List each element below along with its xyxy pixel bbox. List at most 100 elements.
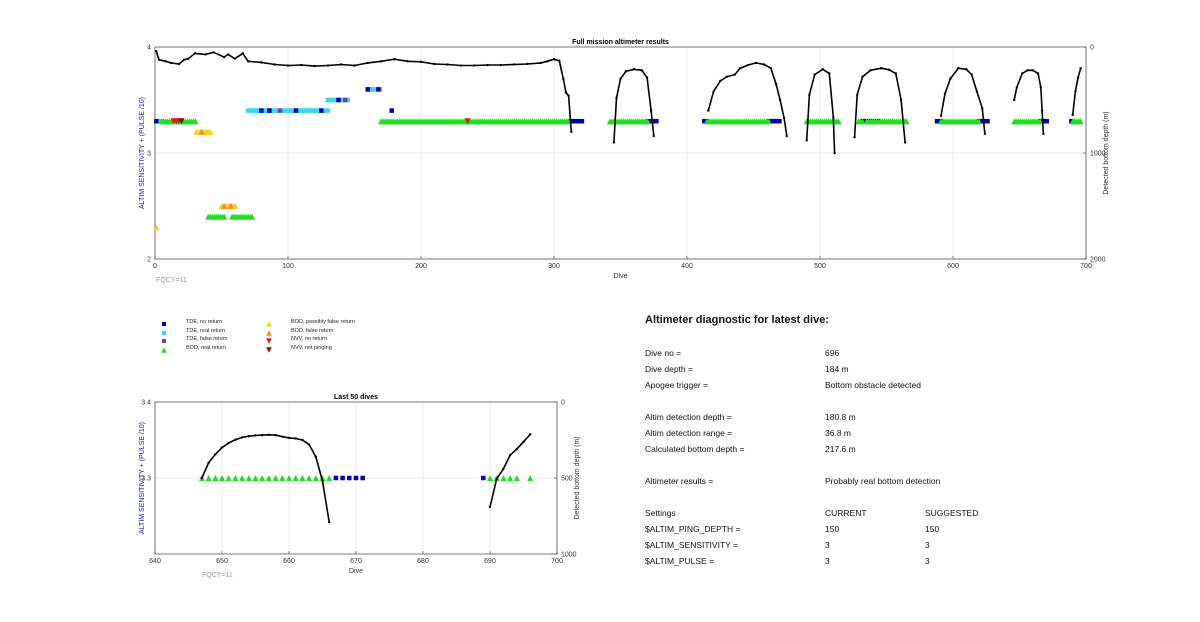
- legend-swatch: [266, 346, 272, 353]
- main-depth-point: [813, 73, 816, 76]
- last-marker-tde: [347, 475, 352, 481]
- legend-label: TDE, false return: [186, 336, 228, 342]
- main-depth-point: [808, 93, 811, 96]
- main-marker: [232, 203, 239, 209]
- main-depth-point: [887, 68, 891, 71]
- legend-label: NVV, not pinging: [291, 344, 332, 351]
- last-depth-point: [287, 436, 291, 440]
- main-depth-point: [169, 61, 173, 65]
- main-xtick-label: 0: [153, 263, 157, 270]
- legend-swatch-group: [266, 329, 272, 336]
- main-note: FQCY=11: [156, 277, 187, 284]
- diag-value-results: Probably real bottom detection: [825, 476, 941, 486]
- legend-swatch-group: [266, 346, 272, 353]
- last-xtick-label: 660: [283, 558, 295, 565]
- last-y2tick-label: 500: [561, 476, 573, 483]
- last-ylabel: ALTIM SENSITIVITY + (PULSE /10): [139, 422, 146, 534]
- last-marker-bod: [500, 475, 507, 481]
- main-depth-point: [733, 73, 737, 76]
- last-depth-point: [234, 438, 237, 441]
- main-depth-point: [300, 63, 303, 67]
- main-depth-point: [746, 63, 750, 67]
- diag-value-apogee-trigger: Bottom obstacle detected: [825, 380, 921, 390]
- main-depth-point: [1039, 86, 1042, 89]
- last-depth-point: [200, 476, 204, 480]
- main-marker: [207, 128, 214, 135]
- main-marker: [859, 118, 866, 125]
- main-depth-point: [981, 107, 984, 110]
- main-marker: [464, 118, 471, 125]
- main-depth-point: [645, 76, 649, 79]
- main-depth-point: [894, 72, 898, 75]
- main-depth-point: [187, 57, 190, 60]
- main-depth-point: [762, 63, 766, 66]
- main-xtick-label: 400: [681, 263, 693, 270]
- main-depth-point: [558, 59, 561, 62]
- legend-swatch-group: [162, 322, 166, 326]
- main-marker: [765, 118, 772, 125]
- last-marker-bod: [272, 475, 279, 481]
- last-ytick-label: 3.3: [141, 476, 151, 483]
- main-depth-point: [212, 51, 215, 54]
- main-depth-point: [821, 68, 824, 71]
- main-depth-point: [379, 60, 383, 63]
- main-marker: [777, 118, 782, 124]
- main-depth-point: [649, 109, 653, 112]
- main-marker: [192, 118, 199, 125]
- main-depth-point: [446, 63, 449, 66]
- main-depth-point: [233, 57, 236, 60]
- main-depth-point: [652, 134, 655, 138]
- main-depth-point: [564, 91, 568, 94]
- main-depth-point: [856, 93, 859, 96]
- main-depth-line: [1071, 67, 1082, 115]
- last-marker-bod: [205, 475, 212, 481]
- main-depth-point: [640, 69, 643, 72]
- main-depth-point: [939, 114, 943, 118]
- main-xtick-label: 600: [947, 263, 959, 270]
- last-title: Last 50 dives: [334, 394, 378, 401]
- last-depth-point: [508, 454, 512, 457]
- main-depth-point: [246, 60, 250, 63]
- main-marker: [153, 224, 160, 231]
- diag-label-dive-depth: Dive depth =: [645, 364, 693, 374]
- last-depth-point: [274, 433, 277, 437]
- main-depth-point: [719, 79, 722, 83]
- last-marker-bod: [252, 475, 259, 481]
- last-y2tick-label: 1000: [561, 552, 577, 559]
- last-marker-bod: [527, 475, 534, 481]
- main-marker: [985, 118, 990, 124]
- main-depth-point: [204, 53, 207, 56]
- last-depth-point: [515, 447, 518, 451]
- diag-label-bottom-depth: Calculated bottom depth =: [645, 444, 745, 454]
- main-marker: [903, 118, 910, 125]
- main-depth-line: [155, 50, 573, 132]
- last-xlabel: Dive: [349, 568, 363, 575]
- main-depth-point: [739, 67, 742, 70]
- main-marker: [654, 118, 659, 124]
- legend-label: BOD, false return: [291, 327, 334, 334]
- main-depth-point: [393, 57, 396, 61]
- main-depth-point: [903, 141, 907, 144]
- legend-swatch: [162, 330, 166, 335]
- last-depth-point: [307, 443, 311, 446]
- main-depth-line: [613, 68, 655, 143]
- last-xtick-label: 690: [484, 558, 496, 565]
- main-marker: [319, 108, 324, 113]
- last-marker-bod: [306, 475, 313, 481]
- main-marker: [975, 118, 982, 125]
- last-depth-point: [261, 433, 264, 437]
- last-marker-bod: [265, 475, 272, 481]
- main-markers: [153, 87, 1084, 231]
- main-ytick-label: 3: [147, 151, 151, 158]
- main-depth-point: [326, 64, 330, 67]
- last-depth-point: [240, 436, 244, 439]
- main-depth-point: [366, 61, 369, 65]
- last-depth-point: [502, 467, 505, 471]
- last-marker-bod: [326, 475, 333, 481]
- main-y2tick-label: 1000: [1090, 151, 1106, 158]
- last-xtick-label: 700: [551, 558, 563, 565]
- main-depth-point: [983, 132, 987, 136]
- main-depth-point: [612, 141, 616, 144]
- main-depth-point: [1036, 72, 1040, 75]
- main-depth-point: [340, 63, 343, 66]
